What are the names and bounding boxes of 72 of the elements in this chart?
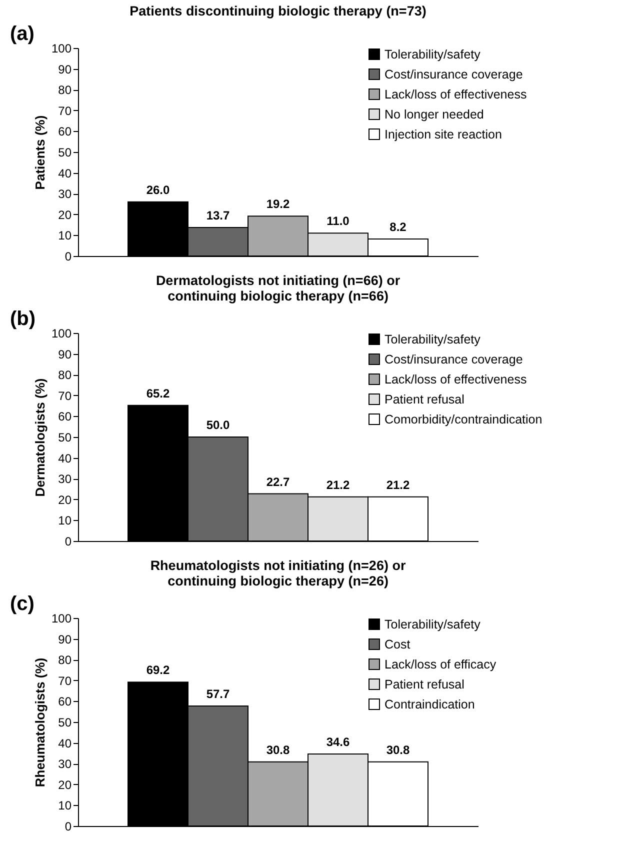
y-tick-label: 0 <box>64 250 72 264</box>
y-tick-label: 50 <box>58 716 72 730</box>
y-tick-label: 100 <box>51 42 72 56</box>
chart-title: Rheumatologists not initiating (n=26) or continuing biologic therapy (n=26) <box>150 558 406 588</box>
data-label: 50.0 <box>206 418 230 432</box>
y-axis-title: Dermatologists (%) <box>32 378 48 497</box>
text: (a) <box>10 23 34 45</box>
y-tick-label: 20 <box>58 778 72 792</box>
legend-label: Contraindication <box>384 697 475 712</box>
y-tick-label: 20 <box>58 492 72 507</box>
y-tick-label: 80 <box>58 653 72 668</box>
y-tick-label: 50 <box>58 430 72 444</box>
y-tick-label: 30 <box>58 472 72 486</box>
y-tick-label: 20 <box>58 208 72 222</box>
y-tick-label: 100 <box>51 612 72 626</box>
data-label: 21.2 <box>326 478 350 492</box>
y-tick-label: 60 <box>58 410 72 424</box>
data-label: 21.2 <box>386 478 410 492</box>
y-axis-title: Rheumatologists (%) <box>32 658 48 788</box>
legend-label: Injection site reaction <box>384 127 502 142</box>
legend-label: Cost <box>384 637 411 652</box>
legend-label: No longer needed <box>384 107 484 122</box>
data-label: 26.0 <box>146 182 170 197</box>
y-tick-label: 30 <box>58 187 72 202</box>
data-label: 30.8 <box>386 742 410 757</box>
y-tick-label: 0 <box>64 534 72 548</box>
y-tick-label: 70 <box>58 104 72 118</box>
data-label: 57.7 <box>206 686 230 701</box>
y-tick-label: 80 <box>58 83 72 98</box>
legend-label: Patient refusal <box>384 677 464 692</box>
data-label: 65.2 <box>146 386 170 400</box>
legend-label: Lack/loss of efficacy <box>384 657 497 672</box>
y-tick-label: 90 <box>58 62 72 76</box>
y-tick-label: 10 <box>58 798 72 813</box>
data-label: 69.2 <box>146 663 170 678</box>
legend-label: Tolerability/safety <box>384 332 482 346</box>
y-tick-label: 90 <box>58 347 72 362</box>
legend-label: Tolerability/safety <box>384 47 482 62</box>
data-label: 8.2 <box>390 220 407 234</box>
y-tick-label: 40 <box>58 166 72 180</box>
text: (b) <box>10 308 36 330</box>
y-tick-label: 30 <box>58 757 72 772</box>
y-tick-label: 10 <box>58 514 72 528</box>
y-tick-label: 70 <box>58 674 72 688</box>
legend-label: Cost/insurance coverage <box>384 352 523 366</box>
data-label: 13.7 <box>206 208 230 223</box>
y-tick-label: 40 <box>58 451 72 466</box>
y-tick-label: 50 <box>58 146 72 160</box>
y-tick-label: 100 <box>51 326 72 340</box>
legend-label: Lack/loss of effectiveness <box>384 87 527 102</box>
data-label: 34.6 <box>326 735 350 750</box>
legend-label: Tolerability/safety <box>384 617 482 632</box>
data-label: 11.0 <box>326 214 350 228</box>
y-axis-title: Patients (%) <box>32 115 48 190</box>
y-tick-label: 90 <box>58 632 72 646</box>
y-tick-label: 60 <box>58 124 72 139</box>
data-label: 22.7 <box>266 474 290 489</box>
legend-label: Lack/loss of effectiveness <box>384 372 527 386</box>
chart-title: Patients discontinuing biologic therapy (n=73) <box>130 4 426 18</box>
data-label: 19.2 <box>266 197 290 212</box>
y-tick-label: 70 <box>58 388 72 403</box>
y-tick-label: 60 <box>58 694 72 709</box>
data-label: 30.8 <box>266 742 290 757</box>
chart-title: Dermatologists not initiating (n=66) or continuing biologic therapy (n=66) <box>156 273 401 304</box>
text: (c) <box>10 593 34 615</box>
legend-label: Patient refusal <box>384 392 464 406</box>
y-tick-label: 80 <box>58 368 72 382</box>
legend-label: Comorbidity/contraindication <box>384 412 542 426</box>
legend-label: Cost/insurance coverage <box>384 67 523 82</box>
y-tick-label: 40 <box>58 736 72 750</box>
y-tick-label: 0 <box>64 820 72 834</box>
y-tick-label: 10 <box>58 228 72 243</box>
